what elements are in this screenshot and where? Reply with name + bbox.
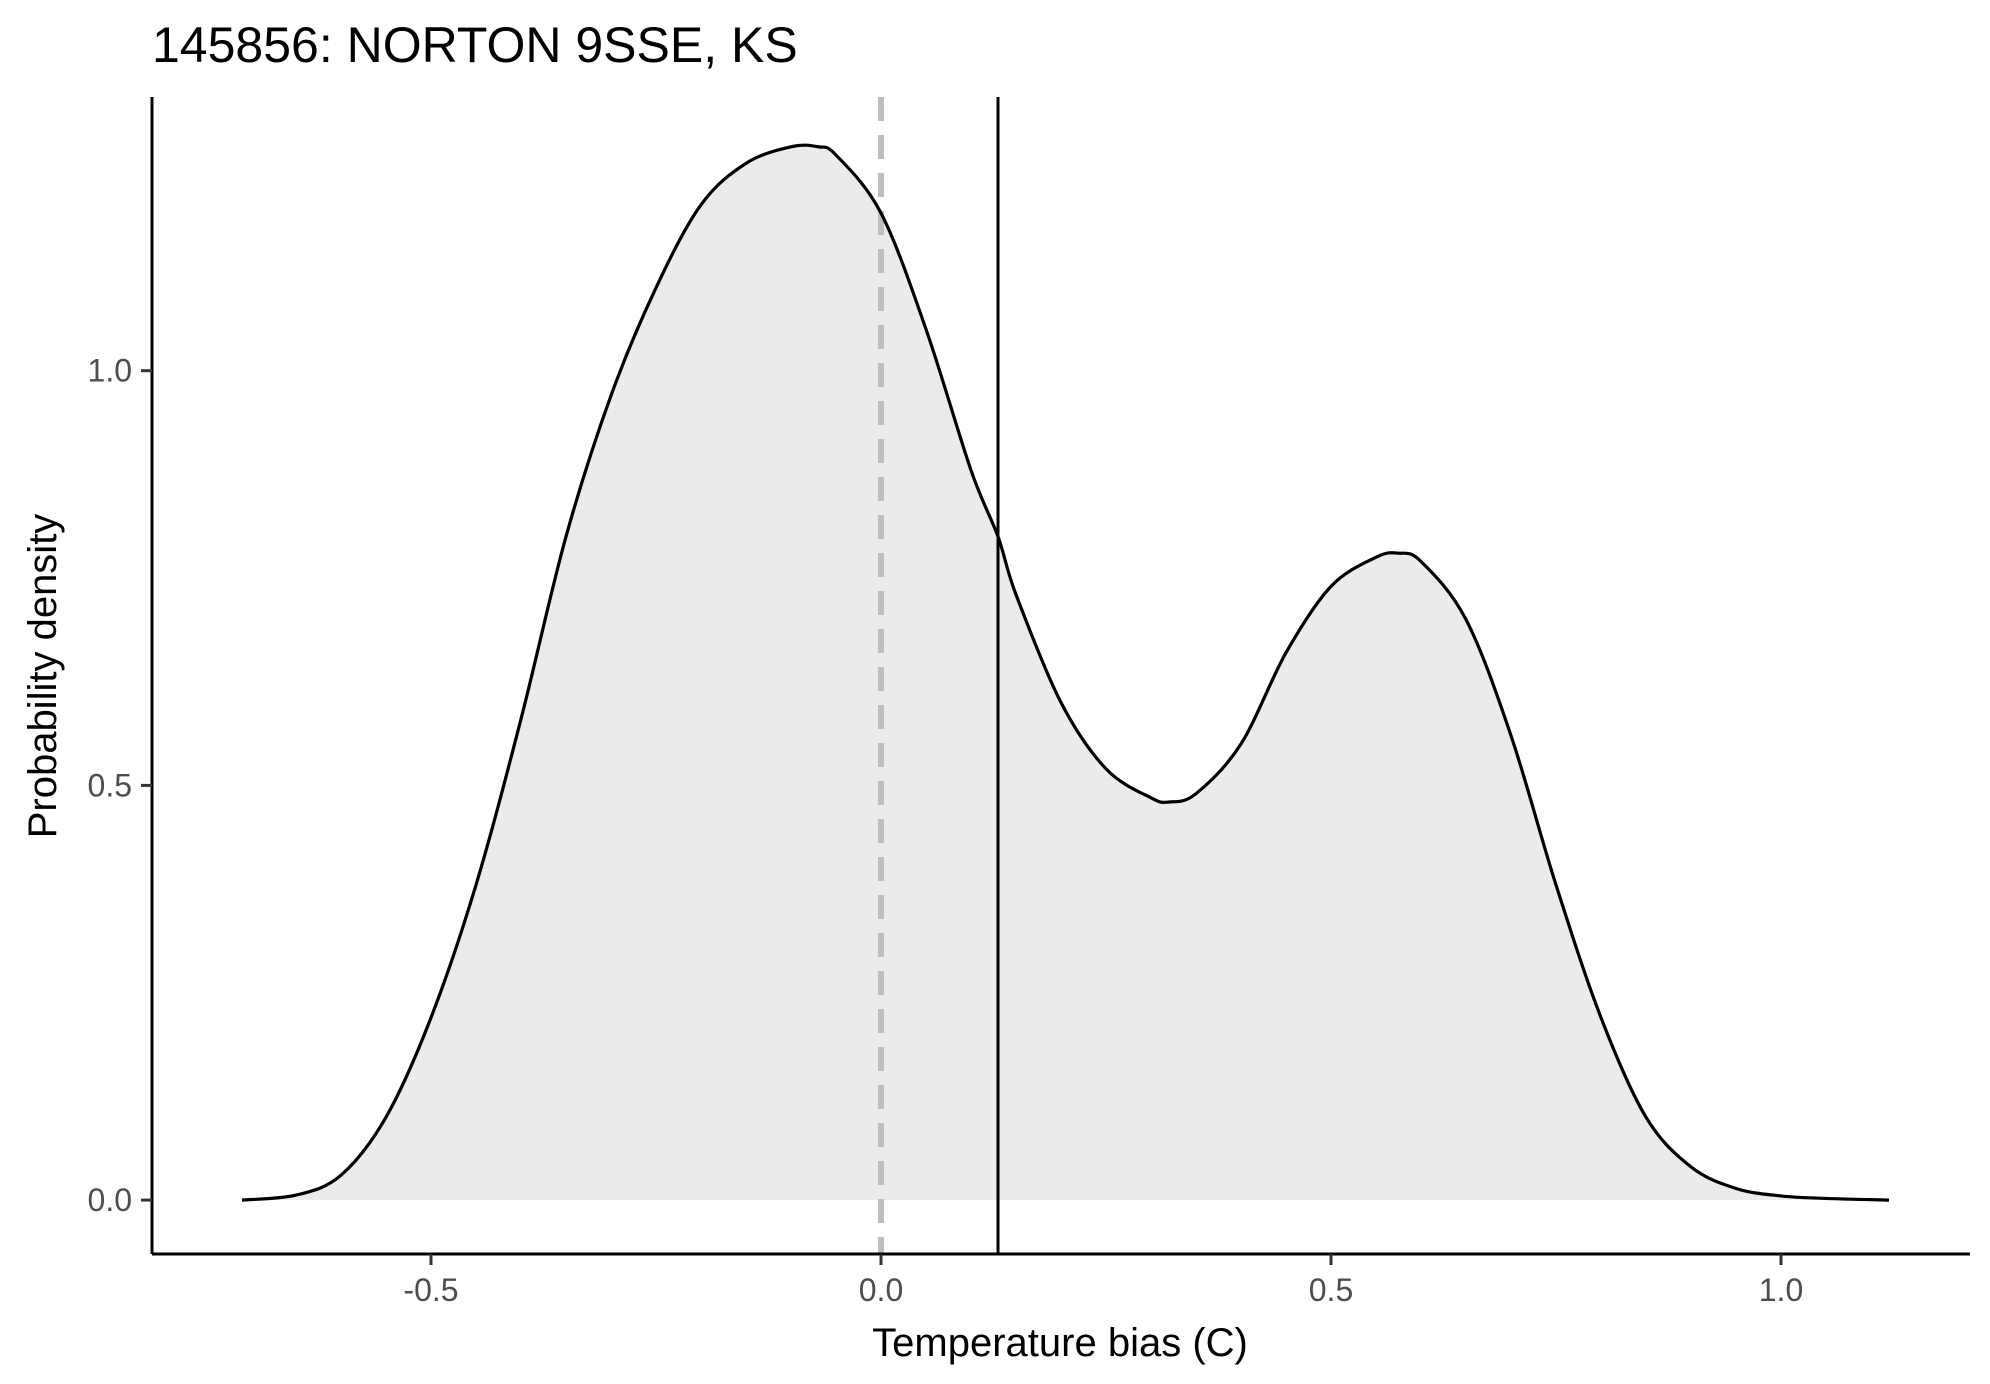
plot-area bbox=[241, 97, 1890, 1254]
y-axis-title: Probability density bbox=[21, 514, 65, 839]
x-tick-label: -0.5 bbox=[403, 1272, 458, 1308]
density-area bbox=[242, 145, 1889, 1201]
y-tick-label: 0.0 bbox=[88, 1182, 132, 1218]
density-curve bbox=[241, 143, 1890, 1202]
x-tick-label: 1.0 bbox=[1759, 1272, 1803, 1308]
axes: -0.5 0.0 0.5 1.0 0.0 0.5 1.0 bbox=[88, 97, 1970, 1308]
x-tick-label: 0.0 bbox=[859, 1272, 903, 1308]
y-tick-label: 1.0 bbox=[88, 353, 132, 389]
chart-title: 145856: NORTON 9SSE, KS bbox=[152, 17, 798, 73]
x-tick-label: 0.5 bbox=[1309, 1272, 1353, 1308]
y-tick-label: 0.5 bbox=[88, 767, 132, 803]
x-axis-title: Temperature bias (C) bbox=[872, 1321, 1248, 1365]
